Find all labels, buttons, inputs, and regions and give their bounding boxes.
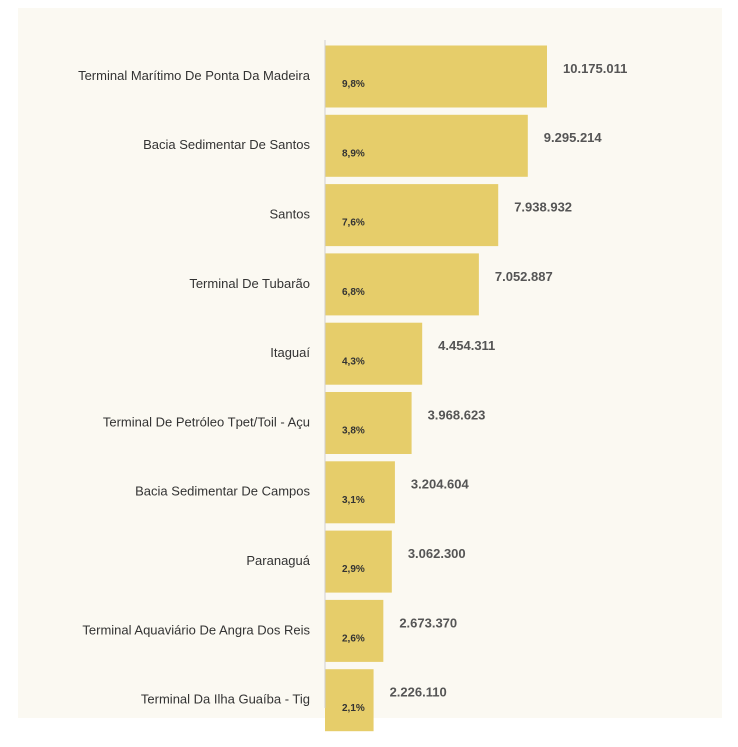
share-label: 2,6% bbox=[342, 634, 365, 645]
share-label: 7,6% bbox=[342, 218, 365, 229]
value-label: 3.204.604 bbox=[411, 477, 470, 492]
value-label: 4.454.311 bbox=[438, 338, 495, 353]
bar bbox=[325, 392, 412, 454]
share-label: 8,9% bbox=[342, 148, 365, 159]
bar bbox=[325, 669, 374, 732]
bar bbox=[325, 184, 499, 247]
share-label: 3,8% bbox=[342, 426, 365, 437]
category-label: Itaguaí bbox=[270, 345, 310, 360]
value-label: 9.295.214 bbox=[544, 130, 603, 145]
category-label: Santos bbox=[270, 207, 311, 222]
category-label: Bacia Sedimentar De Santos bbox=[143, 137, 310, 152]
value-label: 10.175.011 bbox=[563, 61, 627, 76]
bar bbox=[325, 322, 423, 385]
value-label: 3.062.300 bbox=[408, 546, 466, 561]
bar bbox=[325, 253, 479, 316]
category-label: Terminal De Tubarão bbox=[189, 276, 310, 291]
value-label: 3.968.623 bbox=[428, 407, 486, 422]
bar bbox=[325, 530, 392, 593]
bar bbox=[325, 45, 547, 108]
category-label: Terminal De Petróleo Tpet/Toil - Açu bbox=[103, 414, 310, 429]
category-label: Terminal Marítimo De Ponta Da Madeira bbox=[78, 68, 311, 83]
value-label: 2.226.110 bbox=[390, 685, 447, 700]
share-label: 3,1% bbox=[342, 495, 365, 506]
share-label: 2,9% bbox=[342, 564, 365, 575]
share-label: 6,8% bbox=[342, 287, 365, 298]
bar bbox=[325, 114, 528, 177]
share-label: 2,1% bbox=[342, 703, 365, 714]
share-label: 9,8% bbox=[342, 79, 365, 90]
value-label: 2.673.370 bbox=[399, 615, 457, 630]
value-label: 7.052.887 bbox=[495, 269, 553, 284]
category-label: Terminal Aquaviário De Angra Dos Reis bbox=[82, 622, 310, 637]
share-label: 4,3% bbox=[342, 356, 365, 367]
category-label: Bacia Sedimentar De Campos bbox=[135, 484, 310, 499]
category-label: Paranaguá bbox=[246, 553, 310, 568]
category-label: Terminal Da Ilha Guaíba - Tig bbox=[141, 692, 310, 707]
bar bbox=[325, 461, 395, 524]
bar bbox=[325, 599, 384, 662]
value-label: 7.938.932 bbox=[514, 200, 572, 215]
